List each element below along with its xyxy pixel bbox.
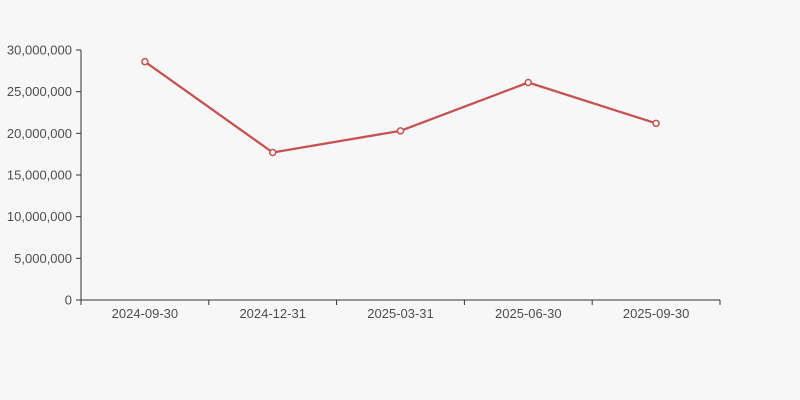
y-axis-label: 10,000,000 xyxy=(7,209,72,224)
x-axis-label: 2024-12-31 xyxy=(239,306,306,321)
y-axis-label: 25,000,000 xyxy=(7,84,72,99)
data-point-marker xyxy=(524,78,533,87)
data-point-marker xyxy=(141,57,149,66)
x-axis-label: 2025-03-31 xyxy=(367,306,434,321)
y-axis-label: 30,000,000 xyxy=(7,43,72,58)
x-axis-label: 2025-09-30 xyxy=(623,306,690,321)
data-point-marker xyxy=(652,119,660,128)
y-axis-label: 5,000,000 xyxy=(14,251,72,266)
x-axis-label: 2024-09-30 xyxy=(112,306,179,321)
y-axis-label: 20,000,000 xyxy=(7,126,72,141)
data-point-marker xyxy=(396,127,405,135)
data-point-marker xyxy=(268,148,277,157)
x-axis-label: 2025-06-30 xyxy=(495,306,562,321)
y-axis-label: 0 xyxy=(65,293,72,308)
y-axis-label: 15,000,000 xyxy=(7,168,72,183)
